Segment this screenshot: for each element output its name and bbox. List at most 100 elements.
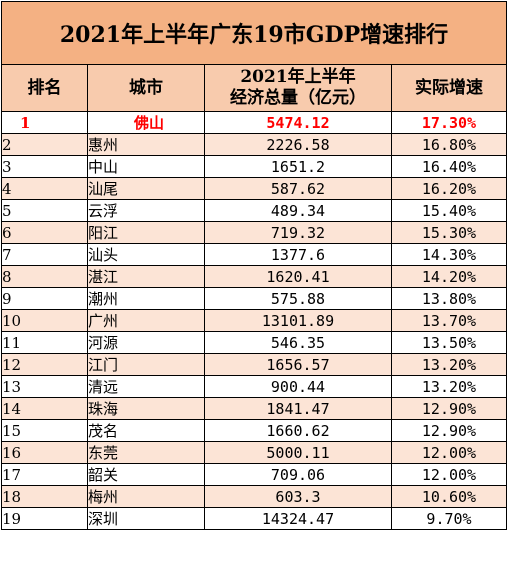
cell-gdp: 587.62 <box>204 177 392 200</box>
cell-city: 河源 <box>87 331 205 354</box>
cell-gdp: 1656.57 <box>204 353 392 376</box>
cell-rank: 7 <box>1 243 88 266</box>
cell-rate: 12.00% <box>390 463 507 486</box>
cell-city: 汕尾 <box>87 177 205 200</box>
cell-rank: 2 <box>1 133 88 156</box>
cell-rate: 13.50% <box>390 331 507 354</box>
cell-city: 惠州 <box>87 133 205 156</box>
cell-rate: 10.60% <box>390 485 507 508</box>
cell-rate: 16.20% <box>390 177 507 200</box>
cell-city: 江门 <box>87 353 205 376</box>
cell-rate: 13.20% <box>390 353 507 376</box>
cell-city: 阳江 <box>87 221 205 244</box>
table-row: 18 梅州 603.3 10.60% <box>1 485 507 508</box>
cell-rate: 16.40% <box>390 155 507 178</box>
table-title: 2021年上半年广东19市GDP增速排行 <box>0 1 507 65</box>
cell-rank: 5 <box>1 199 88 222</box>
table-row: 2 惠州 2226.58 16.80% <box>1 133 507 156</box>
cell-rate: 17.30% <box>390 111 507 134</box>
cell-rate: 12.90% <box>390 397 507 420</box>
table-row: 13 清远 900.44 13.20% <box>1 375 507 398</box>
cell-rate: 12.00% <box>390 441 507 464</box>
table-row: 12 江门 1656.57 13.20% <box>1 353 507 376</box>
header-gdp-line1: 2021年上半年 <box>240 67 356 87</box>
table-row: 17 韶关 709.06 12.00% <box>1 463 507 486</box>
cell-rate: 15.30% <box>390 221 507 244</box>
cell-city: 中山 <box>87 155 205 178</box>
cell-rank: 12 <box>1 353 88 376</box>
cell-rate: 13.80% <box>390 287 507 310</box>
cell-gdp: 1651.2 <box>204 155 392 178</box>
table-row: 16 东莞 5000.11 12.00% <box>1 441 507 464</box>
cell-gdp: 14324.47 <box>204 507 392 530</box>
header-row: 排名 城市 2021年上半年 经济总量（亿元） 实际增速 <box>1 64 507 112</box>
cell-rank: 3 <box>1 155 88 178</box>
cell-gdp: 2226.58 <box>204 133 392 156</box>
cell-rate: 9.70% <box>390 507 507 530</box>
cell-city: 潮州 <box>87 287 205 310</box>
table-row: 4 汕尾 587.62 16.20% <box>1 177 507 200</box>
cell-rank: 18 <box>1 485 88 508</box>
table-row: 8 湛江 1620.41 14.20% <box>1 265 507 288</box>
cell-gdp: 575.88 <box>204 287 392 310</box>
header-gdp: 2021年上半年 经济总量（亿元） <box>204 64 392 112</box>
cell-gdp: 709.06 <box>204 463 392 486</box>
cell-rank: 11 <box>1 331 88 354</box>
cell-city: 佛山 <box>87 111 205 134</box>
table-row: 14 珠海 1841.47 12.90% <box>1 397 507 420</box>
cell-rate: 14.30% <box>390 243 507 266</box>
cell-rate: 12.90% <box>390 419 507 442</box>
cell-gdp: 13101.89 <box>204 309 392 332</box>
table-row: 19 深圳 14324.47 9.70% <box>1 507 507 530</box>
cell-city: 湛江 <box>87 265 205 288</box>
cell-rank: 6 <box>1 221 88 244</box>
cell-rank: 13 <box>1 375 88 398</box>
cell-city: 云浮 <box>87 199 205 222</box>
cell-rate: 13.70% <box>390 309 507 332</box>
cell-rank: 4 <box>1 177 88 200</box>
table-row: 10 广州 13101.89 13.70% <box>1 309 507 332</box>
cell-rank: 10 <box>1 309 88 332</box>
cell-rate: 15.40% <box>390 199 507 222</box>
cell-rate: 16.80% <box>390 133 507 156</box>
cell-gdp: 1377.6 <box>204 243 392 266</box>
table-row: 3 中山 1651.2 16.40% <box>1 155 507 178</box>
cell-city: 汕头 <box>87 243 205 266</box>
cell-gdp: 1660.62 <box>204 419 392 442</box>
table-row: 6 阳江 719.32 15.30% <box>1 221 507 244</box>
table-row: 11 河源 546.35 13.50% <box>1 331 507 354</box>
header-rate: 实际增速 <box>390 64 507 112</box>
cell-city: 梅州 <box>87 485 205 508</box>
cell-city: 广州 <box>87 309 205 332</box>
cell-rank: 9 <box>1 287 88 310</box>
cell-rank: 15 <box>1 419 88 442</box>
table-row: 7 汕头 1377.6 14.30% <box>1 243 507 266</box>
cell-gdp: 5474.12 <box>204 111 392 134</box>
cell-gdp: 489.34 <box>204 199 392 222</box>
cell-rank: 8 <box>1 265 88 288</box>
cell-gdp: 900.44 <box>204 375 392 398</box>
table-row: 5 云浮 489.34 15.40% <box>1 199 507 222</box>
cell-city: 茂名 <box>87 419 205 442</box>
cell-city: 清远 <box>87 375 205 398</box>
table-row: 15 茂名 1660.62 12.90% <box>1 419 507 442</box>
cell-rank: 19 <box>1 507 88 530</box>
cell-rank: 14 <box>1 397 88 420</box>
cell-rank: 17 <box>1 463 88 486</box>
cell-gdp: 1841.47 <box>204 397 392 420</box>
cell-rate: 14.20% <box>390 265 507 288</box>
header-gdp-line2: 经济总量（亿元） <box>230 88 366 108</box>
cell-gdp: 603.3 <box>204 485 392 508</box>
cell-city: 韶关 <box>87 463 205 486</box>
header-city: 城市 <box>87 64 205 112</box>
cell-gdp: 719.32 <box>204 221 392 244</box>
cell-gdp: 1620.41 <box>204 265 392 288</box>
cell-gdp: 546.35 <box>204 331 392 354</box>
cell-city: 珠海 <box>87 397 205 420</box>
gdp-ranking-table: 2021年上半年广东19市GDP增速排行 排名 城市 2021年上半年 经济总量… <box>0 1 507 530</box>
table-body: 1 佛山 5474.12 17.30% 2 惠州 2226.58 16.80% 3 中山 1651.… <box>1 111 507 530</box>
cell-city: 东莞 <box>87 441 205 464</box>
table-row: 1 佛山 5474.12 17.30% <box>1 111 507 134</box>
table-row: 9 潮州 575.88 13.80% <box>1 287 507 310</box>
